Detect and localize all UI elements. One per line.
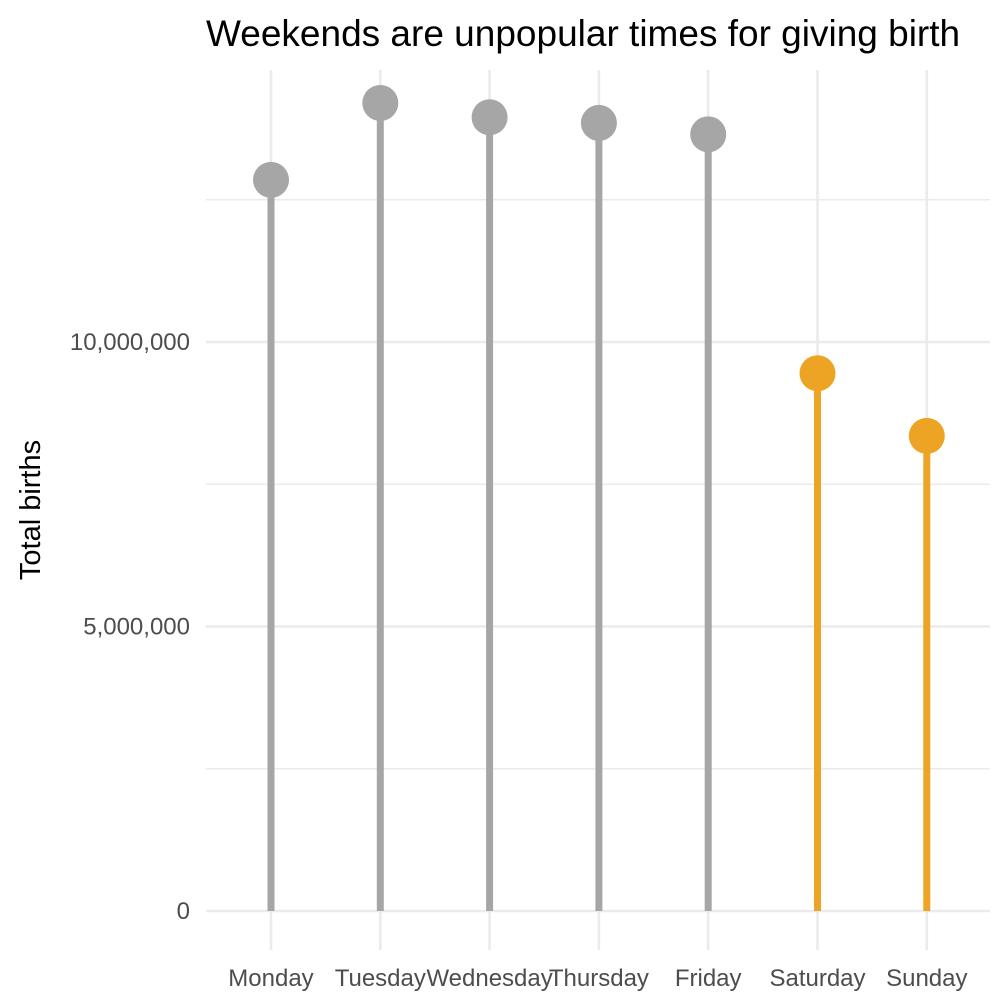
lollipop-points <box>253 85 945 454</box>
y-axis-tick-labels: 0 5,000,000 10,000,000 <box>70 329 190 925</box>
chart-title: Weekends are unpopular times for giving … <box>206 13 960 54</box>
x-tick-label: Sunday <box>886 965 967 992</box>
lollipop-point <box>362 85 399 122</box>
y-tick-label: 5,000,000 <box>83 614 190 641</box>
lollipop-point <box>471 99 508 136</box>
lollipop-point <box>253 161 289 198</box>
lollipop-point <box>908 417 945 454</box>
x-tick-label: Tuesday <box>335 965 426 992</box>
x-tick-label: Wednesday <box>426 965 552 992</box>
x-tick-label: Saturday <box>769 965 865 992</box>
lollipop-point <box>580 104 617 141</box>
lollipop-point <box>799 355 836 392</box>
x-tick-label: Monday <box>228 965 313 992</box>
x-tick-label: Thursday <box>549 965 649 992</box>
y-tick-label: 10,000,000 <box>70 329 190 356</box>
y-tick-label: 0 <box>177 898 190 925</box>
lollipop-point <box>690 116 727 153</box>
lollipop-stems <box>267 103 931 911</box>
y-axis-title: Total births <box>15 440 47 580</box>
x-tick-label: Friday <box>675 965 742 992</box>
